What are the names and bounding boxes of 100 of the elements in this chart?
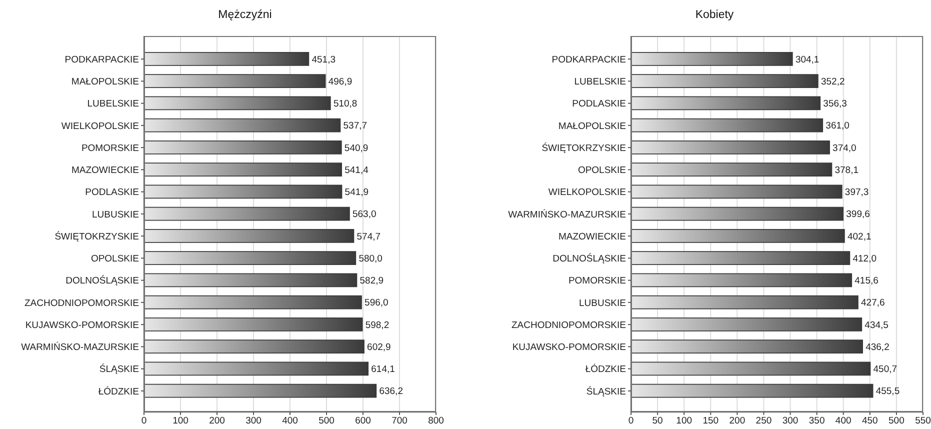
y-tick-label: DOLNOŚLĄSKIE [66,274,139,287]
bar [144,273,358,288]
y-tick-label: WARMIŃSKO-MAZURSKIE [21,341,139,354]
x-tick-label: 500 [318,416,334,427]
bar [631,362,871,376]
y-tick-label: LUBUSKIE [92,209,139,220]
y-tick-label: ZACHODNIOPOMORSKIE [511,320,626,331]
data-label: 436,2 [866,342,890,353]
x-tick-label: 300 [782,416,798,427]
bar [144,295,362,310]
y-tick-label: ŁÓDZKIE [98,385,139,398]
data-label: 412,0 [852,253,877,264]
y-tick-label: LUBELSKIE [574,76,626,88]
y-tick-label: WIELKOPOLSKIE [61,120,139,132]
data-label: 397,3 [844,187,869,198]
y-tick-label: KUJAWSKO-POMORSKIE [25,320,139,331]
data-label: 455,5 [876,386,900,398]
y-tick-label: OPOLSKIE [90,254,139,265]
bar [144,362,369,376]
bar [631,74,818,88]
x-tick-label: 600 [355,416,371,427]
data-label: 636,2 [379,386,403,398]
bar [631,206,844,221]
data-label: 402,1 [847,231,872,242]
y-tick-label: PODKARPACKIE [552,54,626,66]
bar [144,229,354,243]
x-tick-label: 550 [915,416,931,427]
y-tick-label: ŚLĄSKIE [99,363,139,376]
y-tick-label: MAŁOPOLSKIE [71,76,139,88]
data-label: 563,0 [352,209,376,220]
y-tick-label: ŚWIĘTOKRZYSKIE [54,230,139,242]
data-label: 540,9 [344,142,368,154]
bar [631,52,793,66]
y-tick-label: PODLASKIE [85,187,139,198]
bar [631,229,845,243]
data-label: 304,1 [795,54,820,66]
bar [144,206,350,221]
y-tick-label: MAZOWIECKIE [558,231,626,242]
data-label: 399,6 [846,209,870,220]
y-tick-label: MAŁOPOLSKIE [558,120,626,132]
data-label: 434,5 [864,320,888,331]
data-label: 582,9 [360,276,384,287]
data-label: 541,9 [344,187,369,198]
bar [631,295,858,310]
data-label: 427,6 [861,298,885,309]
chart-title: Mężczyźni [217,9,273,21]
data-label: 537,7 [343,120,368,132]
data-label: 598,2 [365,320,390,331]
x-tick-label: 200 [209,416,225,427]
data-label: 374,0 [832,142,856,154]
x-tick-label: 350 [808,416,825,427]
x-tick-label: 0 [141,416,147,427]
y-tick-label: POMORSKIE [568,276,626,287]
bar [631,162,832,176]
data-label: 574,7 [356,231,381,242]
data-label: 352,2 [820,76,845,88]
bar [631,273,852,288]
bar [144,162,342,176]
x-tick-label: 400 [835,416,852,427]
data-label: 580,0 [358,253,382,264]
y-tick-label: MAZOWIECKIE [71,165,139,176]
bar [144,184,342,199]
x-tick-label: 450 [862,416,878,427]
bar [144,118,341,132]
x-tick-label: 800 [428,416,444,427]
data-label: 614,1 [371,364,395,376]
y-tick-label: PODLASKIE [572,98,626,110]
x-tick-label: 100 [676,416,692,427]
y-tick-label: OPOLSKIE [578,165,626,176]
y-tick-label: PODKARPACKIE [64,54,139,66]
data-label: 356,3 [823,98,847,110]
y-tick-label: WIELKOPOLSKIE [548,187,626,198]
bar [631,384,874,398]
bar [144,340,364,354]
bar [144,52,310,66]
data-label: 541,4 [344,164,368,176]
bar [631,140,830,154]
x-tick-label: 150 [702,416,719,427]
y-tick-label: LUBELSKIE [87,98,139,110]
y-tick-label: POMORSKIE [81,142,139,154]
data-label: 361,0 [826,120,850,132]
bar [631,251,850,265]
bar [631,340,863,354]
bar [631,118,824,132]
bar [631,318,862,332]
data-label: 378,1 [834,164,859,176]
data-label: 602,9 [367,342,391,353]
bar [144,140,342,154]
x-tick-label: 0 [628,416,634,427]
y-tick-label: LUBUSKIE [579,298,626,309]
y-tick-label: DOLNOŚLĄSKIE [552,252,626,265]
y-tick-label: ŁÓDZKIE [585,363,626,376]
bar [144,384,377,398]
y-tick-label: ŚWIĘTOKRZYSKIE [542,142,626,154]
y-tick-label: ZACHODNIOPOMORSKIE [24,298,139,309]
chart-title: Kobiety [694,9,735,21]
y-tick-label: ŚLĄSKIE [586,385,626,398]
x-tick-label: 250 [756,416,772,427]
y-tick-label: KUJAWSKO-POMORSKIE [512,342,626,354]
x-tick-label: 100 [172,416,188,427]
